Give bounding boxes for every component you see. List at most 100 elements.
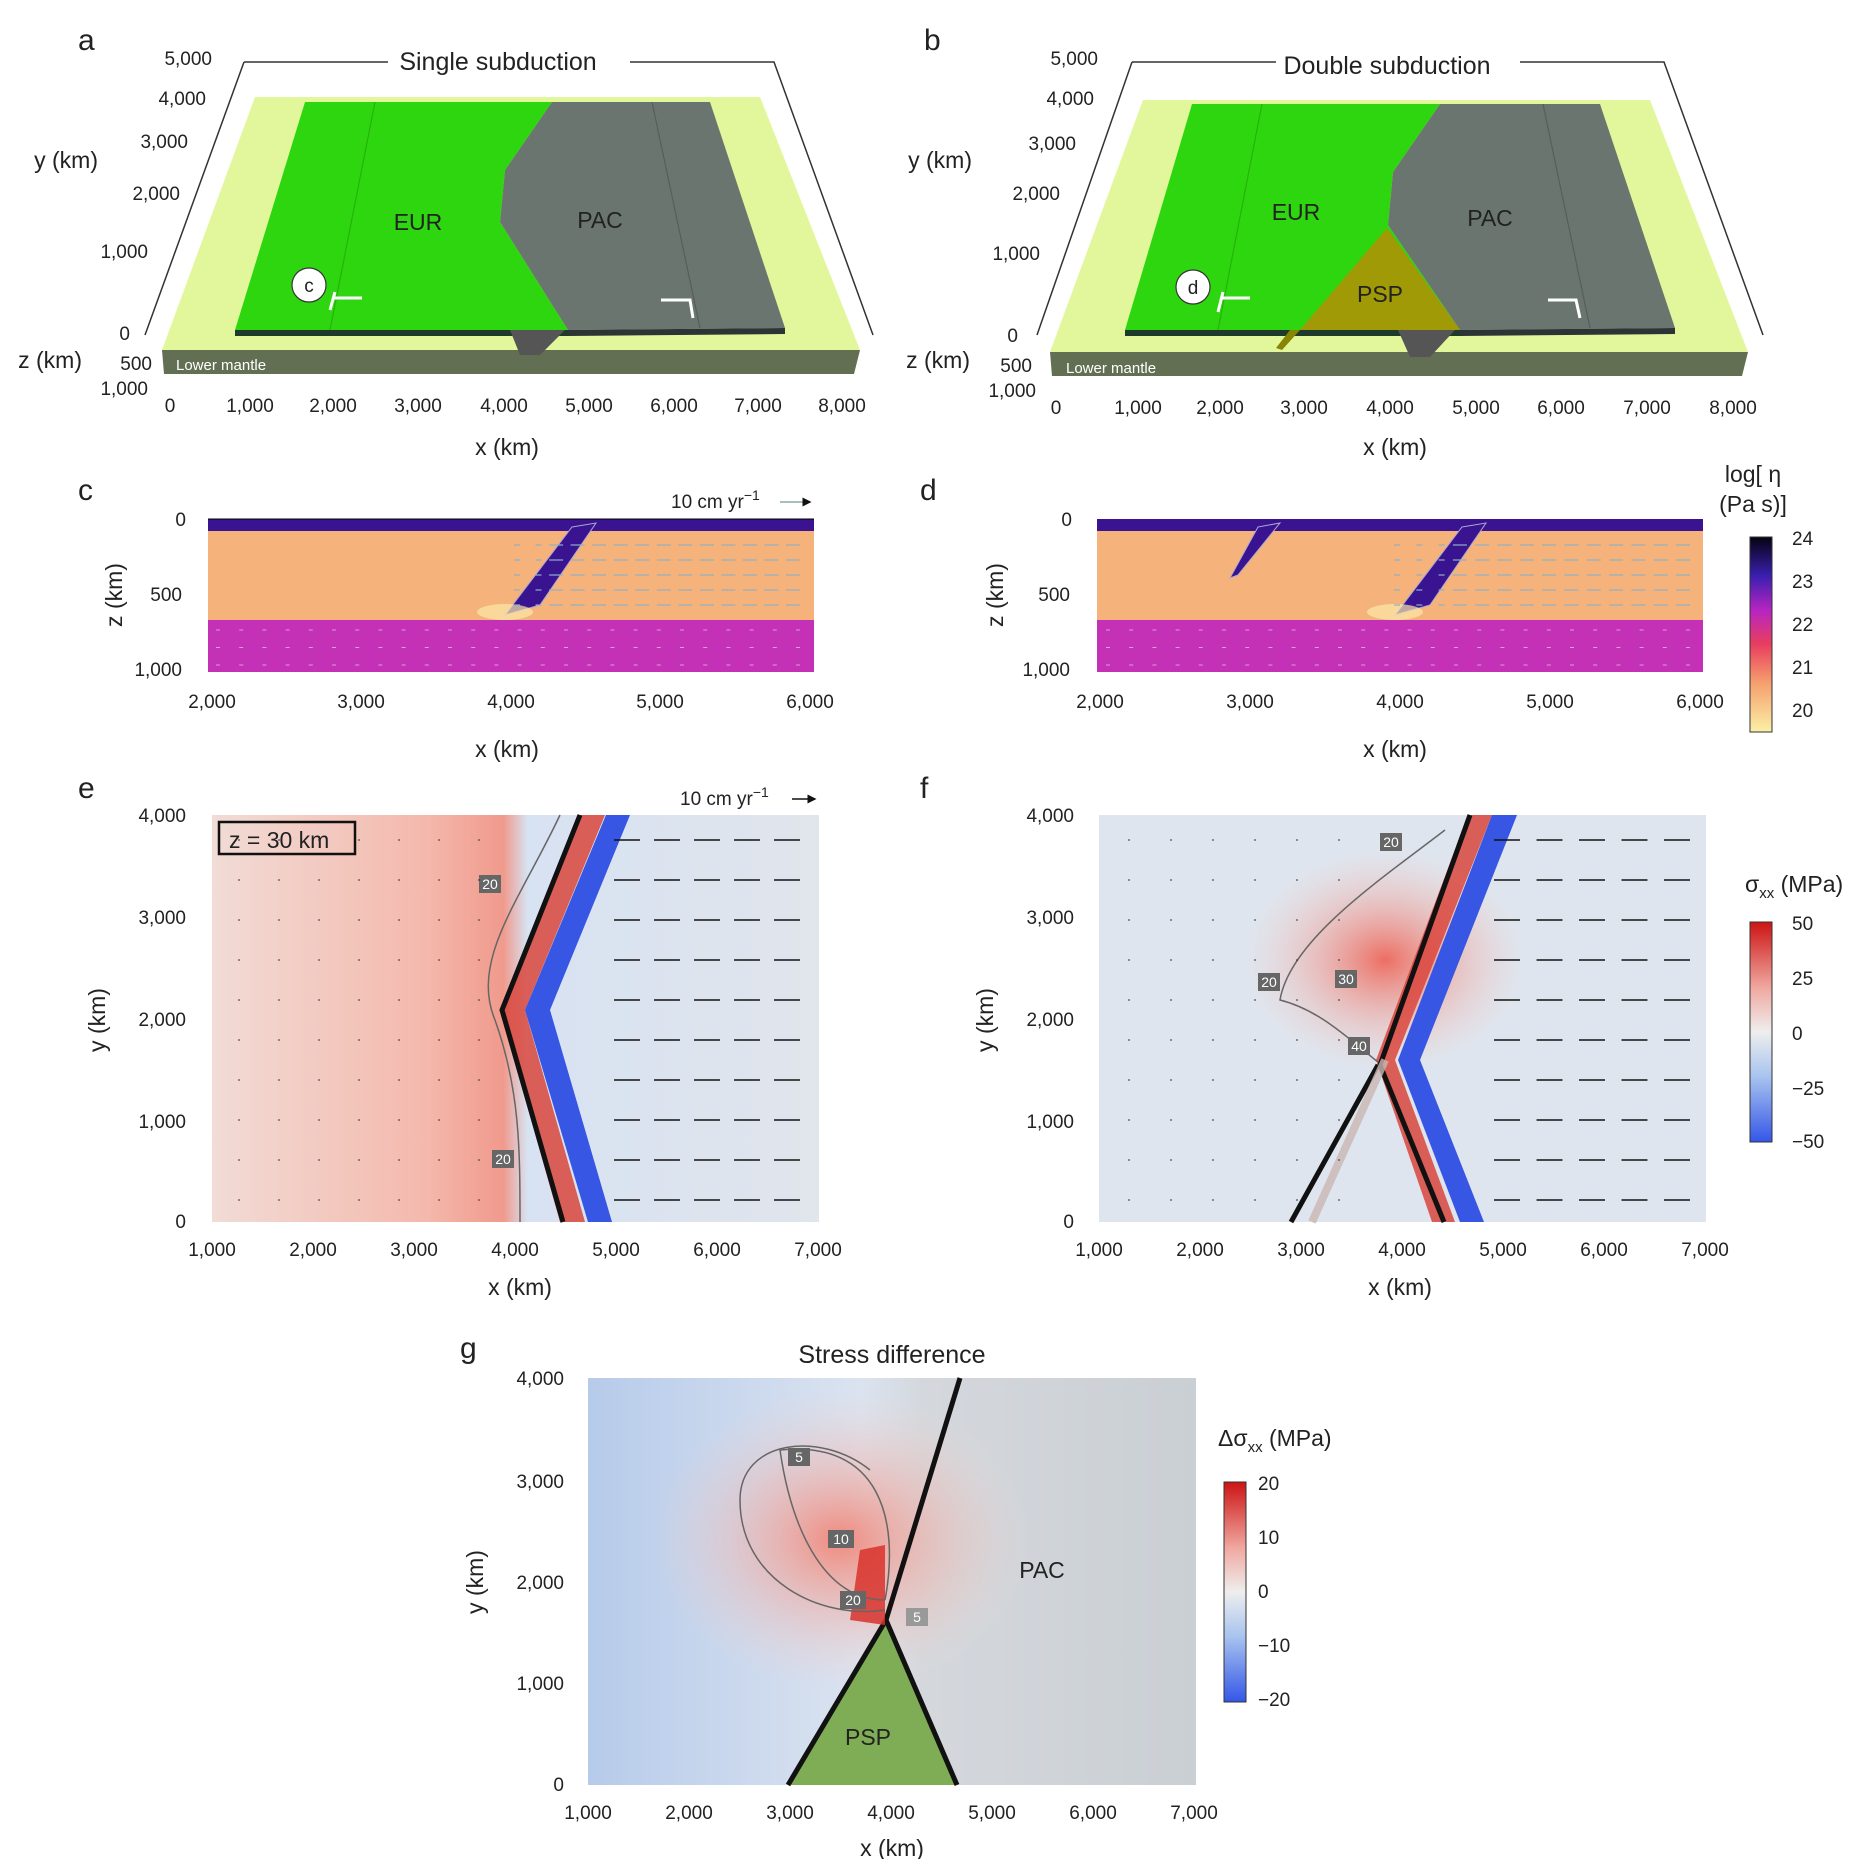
x-tick: 1,000 [1114,398,1162,419]
panel-letter: g [460,1332,477,1365]
contour-label: 20 [495,1151,511,1167]
colorbar-diff: Δσxx (MPa) 20 10 0 −10 −20 [1218,1425,1332,1711]
y-axis-label: y (km) [84,988,110,1052]
x-tick: 6,000 [1537,398,1585,419]
x-axis-label: x (km) [860,1835,924,1859]
colorbar-tick: 0 [1792,1024,1803,1045]
y-tick: 3,000 [516,1472,564,1493]
x-tick: 4,000 [491,1240,539,1261]
lithosphere [1097,519,1703,531]
contour-label: 20 [1261,974,1277,990]
section-marker-label: d [1188,278,1199,299]
plate-label: PSP [845,1724,891,1750]
x-tick: 6,000 [1069,1803,1117,1824]
x-tick: 4,000 [867,1803,915,1824]
lower-mantle-band [1050,352,1748,376]
panel-title: Double subduction [1283,52,1490,80]
lower-mantle [208,620,814,672]
x-tick: 2,000 [188,692,236,713]
x-tick: 4,000 [480,396,528,417]
panel-c: c 0 500 1,000 z (km) 2,000 3,000 4,000 5… [78,474,834,762]
x-tick: 3,000 [766,1803,814,1824]
plate-label: PAC [1467,205,1513,231]
x-tick: 3,000 [394,396,442,417]
x-tick: 3,000 [390,1240,438,1261]
slab-tip [510,330,565,355]
contour-label: 20 [845,1592,861,1608]
y-tick: 500 [150,585,182,606]
panel-g: g Stress difference PAC PSP 5 10 20 5 4,… [460,1332,1218,1861]
z-axis-label: z (km) [18,347,82,373]
lower-mantle-label: Lower mantle [1066,360,1156,377]
y-tick: 0 [553,1775,564,1796]
x-tick: 7,000 [1170,1803,1218,1824]
colorbar-stress: σxx (MPa) 50 25 0 −25 −50 [1745,871,1843,1153]
x-axis-label: x (km) [1363,434,1427,460]
x-tick: 5,000 [1526,692,1574,713]
panel-letter: b [924,24,941,57]
colorbar-tick: 50 [1792,914,1813,935]
colorbar-tick: 20 [1258,1474,1279,1495]
velocity-arrows-f [1128,839,1690,1201]
contour-label: 30 [1338,971,1354,987]
y-axis-label: y (km) [462,1550,488,1614]
x-tick: 4,000 [1378,1240,1426,1261]
pac-plate [500,102,785,330]
x-tick: 7,000 [1681,1240,1729,1261]
colorbar-tick: 22 [1792,615,1813,636]
z-tick: 500 [120,354,152,375]
y-tick: 2,000 [138,1010,186,1031]
y-tick: 4,000 [1026,806,1074,827]
colorbar-tick: 25 [1792,969,1813,990]
colorbar-tick: 0 [1258,1582,1269,1603]
y-tick: 1,000 [1026,1112,1074,1133]
x-tick: 5,000 [592,1240,640,1261]
x-tick: 4,000 [1376,692,1424,713]
y-tick: 1,000 [100,242,148,263]
colorbar-tick: −25 [1792,1079,1824,1100]
x-tick: 1,000 [188,1240,236,1261]
lower-mantle-band [162,350,860,374]
x-tick: 3,000 [1280,398,1328,419]
lower-mantle [1097,620,1703,672]
x-tick: 2,000 [289,1240,337,1261]
y-tick: 2,000 [1012,184,1060,205]
x-tick: 5,000 [1452,398,1500,419]
colorbar-tick: −50 [1792,1132,1824,1153]
cross-section-marker [661,298,695,319]
y-tick: 0 [175,1212,186,1233]
y-tick: 5,000 [1050,49,1098,70]
colorbar-tick: 23 [1792,572,1813,593]
pac-plate [1388,104,1675,330]
x-tick: 6,000 [693,1240,741,1261]
y-tick: 0 [1007,326,1018,347]
contour-label: 5 [795,1449,803,1465]
colorbar-title: (Pa s)] [1719,491,1787,517]
panel-letter: c [78,474,93,507]
x-tick: 8,000 [1709,398,1757,419]
subducting-slab [1393,522,1488,616]
y-tick: 4,000 [516,1369,564,1390]
x-tick: 3,000 [1226,692,1274,713]
x-tick: 6,000 [1580,1240,1628,1261]
y-tick: 3,000 [1026,908,1074,929]
panel-d: d 0 500 1,000 z (km) 2,000 3,000 4,000 5… [920,474,1724,762]
y-axis-label: y (km) [972,988,998,1052]
y-tick: 3,000 [140,132,188,153]
colorbar-tick: 20 [1792,701,1813,722]
panel-letter: f [920,772,929,805]
section-marker [1175,269,1211,305]
panel-f: f 20 20 30 40 4,000 3,000 2,000 1,000 0 … [920,772,1729,1300]
cross-section-marker [1548,298,1582,319]
contour-label: 20 [1383,834,1399,850]
x-tick: 8,000 [818,396,866,417]
y-axis-label: y (km) [908,147,972,173]
x-axis-label: x (km) [488,1274,552,1300]
velocity-arrows-c [216,544,800,666]
colorbar-title: Δσxx (MPa) [1218,1425,1332,1456]
x-axis-label: x (km) [1368,1274,1432,1300]
plate-label: EUR [394,209,443,235]
x-tick: 1,000 [226,396,274,417]
y-tick: 3,000 [138,908,186,929]
y-tick: 0 [175,510,186,531]
